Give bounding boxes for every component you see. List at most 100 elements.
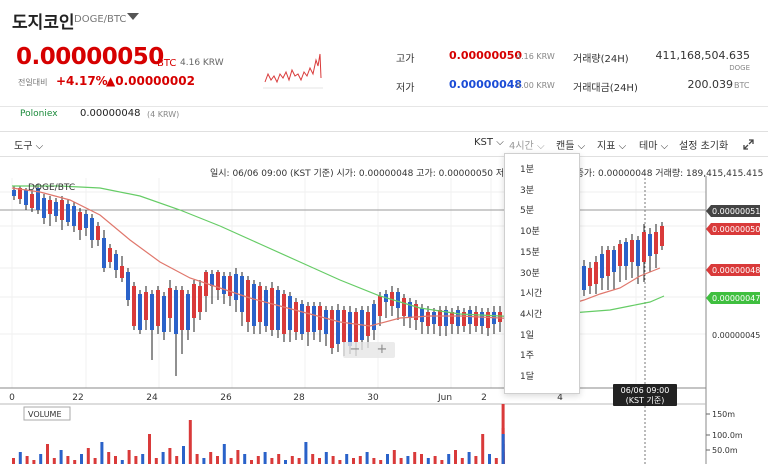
y-axis-badge	[706, 223, 760, 235]
interval-option[interactable]: 15분	[520, 247, 540, 258]
volume-bar	[52, 458, 56, 464]
crosshair-date-label: (KST 기준)	[626, 396, 665, 405]
x-axis-tick-label: 22	[72, 393, 83, 403]
volume-bar	[114, 456, 117, 464]
volume-label: 거래량(24H)	[573, 54, 629, 65]
high-value: 0.00000050	[449, 49, 523, 62]
candle-body	[102, 238, 106, 268]
candle-body	[426, 312, 430, 326]
volume-bar	[399, 458, 403, 464]
candle-body	[624, 242, 628, 266]
amount-unit: BTC	[734, 81, 750, 90]
candle-body	[108, 248, 112, 262]
volume-bar	[148, 434, 151, 464]
indicator-label: 지표	[597, 141, 616, 152]
y-axis-tick-label: 0.00000050	[712, 225, 760, 234]
indicator-menu[interactable]: 지표 ⌵	[597, 137, 626, 152]
volume-label: VOLUME	[28, 410, 62, 419]
candle-body	[642, 232, 646, 262]
interval-option[interactable]: 1분	[520, 165, 535, 175]
candle-body	[180, 290, 184, 330]
volume-bar	[481, 434, 485, 464]
candle-body	[24, 190, 28, 205]
x-axis-tick-label: 24	[146, 393, 158, 403]
candlestick-chart[interactable]: DOGE/BTC 0.00000051 0.00000050 0.00000048 0.…	[0, 158, 768, 470]
candle-body	[372, 304, 376, 330]
interval-option[interactable]: 4시간	[520, 309, 543, 320]
interval-option[interactable]: 3분	[520, 185, 535, 196]
candle-body	[432, 312, 436, 324]
interval-option[interactable]: 1시간	[520, 289, 543, 300]
candle-body	[636, 240, 640, 266]
y-axis-badge	[706, 205, 760, 217]
exchange-krw: (4 KRW)	[147, 110, 180, 119]
candle-body	[312, 306, 316, 332]
interval-option[interactable]: 1일	[520, 330, 535, 341]
candle-body	[84, 214, 88, 228]
volume-bar	[474, 456, 478, 464]
tools-menu[interactable]: 도구 ⌵	[14, 137, 43, 152]
zoom-out-button[interactable]: −	[349, 342, 361, 357]
zoom-control	[343, 342, 395, 358]
y-axis-tick-label: 0.00000047	[712, 294, 760, 303]
candle-body	[246, 280, 250, 322]
y-axis-badge	[706, 264, 760, 276]
low-value: 0.00000048	[449, 78, 523, 91]
candle-body	[648, 234, 652, 256]
candle-body	[36, 188, 40, 210]
interval-option[interactable]: 5분	[520, 206, 535, 217]
volume-bar	[324, 452, 328, 464]
exchange-row	[0, 106, 768, 124]
candle-body	[144, 292, 148, 320]
volume-bar	[270, 458, 274, 464]
candle-menu[interactable]: 캔들 ⌵	[556, 137, 585, 152]
candle-body	[288, 296, 292, 330]
candle-body	[420, 308, 424, 322]
x-axis-tick-label: 0	[9, 393, 15, 403]
current-price: 0.00000050	[16, 44, 164, 70]
volume-value: 411,168,504.635	[655, 49, 750, 62]
reset-settings-button[interactable]: 설정 초기화	[679, 141, 729, 152]
volume-bar	[488, 454, 491, 464]
candle-body	[264, 290, 268, 326]
candle-body	[156, 290, 160, 326]
volume-bar	[100, 442, 104, 464]
volume-bar	[290, 456, 294, 464]
candle-body	[198, 286, 202, 312]
change-absolute: ▲0.00000002	[106, 74, 195, 88]
candle-body	[282, 294, 286, 334]
exchange-name[interactable]: Poloniex	[20, 109, 58, 119]
volume-bar	[127, 450, 131, 464]
interval-option[interactable]: 10분	[520, 227, 540, 238]
currency-menu[interactable]: KST ⌵	[474, 137, 504, 148]
volume-bar	[440, 460, 444, 464]
candle-body	[78, 212, 82, 230]
volume-bar	[433, 456, 437, 464]
volume-bar	[454, 450, 457, 464]
volume-bar	[229, 458, 233, 464]
candle-body	[276, 290, 280, 330]
volume-bar	[59, 450, 63, 464]
candle-body	[60, 200, 64, 220]
coin-select-caret-icon[interactable]	[127, 13, 139, 20]
zoom-in-button[interactable]: +	[376, 342, 388, 357]
interval-menu[interactable]: 4시간 ⌵	[509, 137, 545, 152]
coin-title: 도지코인	[12, 13, 75, 33]
fullscreen-icon[interactable]	[743, 139, 754, 150]
candle-body	[612, 250, 616, 272]
volume-bar	[331, 456, 335, 464]
candle-body	[354, 312, 358, 342]
x-axis-tick-label: Jun	[437, 393, 452, 403]
volume-bar	[80, 454, 83, 464]
candle-body	[498, 312, 502, 322]
interval-option[interactable]: 1주	[520, 351, 535, 362]
x-axis-tick-label: 28	[293, 393, 305, 403]
x-axis-tick-label: 26	[220, 393, 232, 403]
chevron-down-icon: ⌵	[577, 141, 586, 152]
volume-bar	[250, 460, 253, 464]
volume-bar	[460, 458, 464, 464]
interval-option[interactable]: 30분	[520, 268, 540, 279]
change-percent: +4.17%	[56, 74, 108, 88]
interval-option[interactable]: 1달	[520, 372, 535, 382]
theme-menu[interactable]: 테마 ⌵	[639, 137, 668, 152]
